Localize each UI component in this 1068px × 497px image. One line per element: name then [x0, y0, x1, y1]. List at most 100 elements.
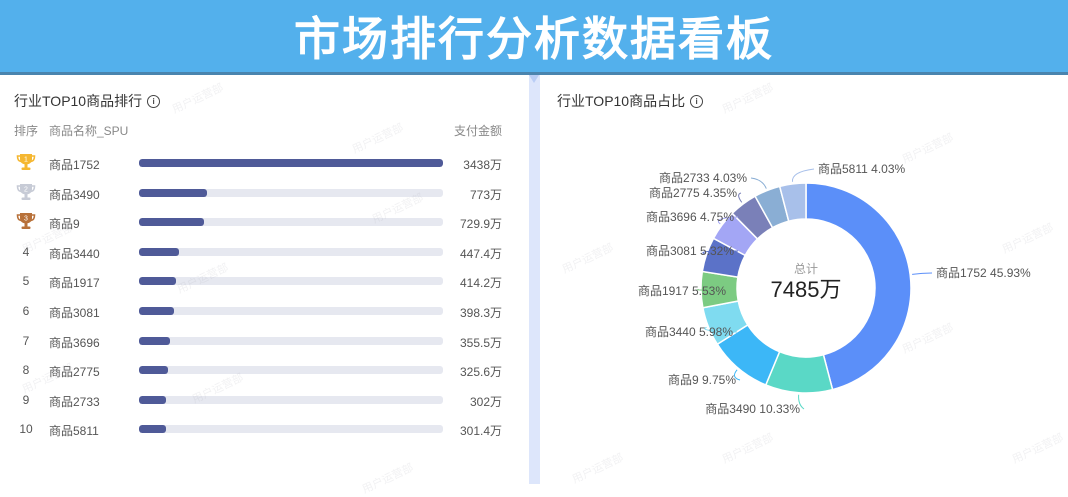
payment-amount: 398.3万	[459, 306, 502, 320]
ranking-row[interactable]: 8 商品2775 325.6万	[0, 361, 529, 381]
ranking-row[interactable]: 1 商品1752 3438万	[0, 154, 529, 174]
bronze-trophy-icon: 3	[16, 213, 36, 230]
donut-segment-label: 商品3440 5.98%	[645, 324, 733, 339]
dashboard-header: 市场排行分析数据看板	[0, 0, 1068, 75]
label-leader-line	[798, 394, 805, 410]
amount-bar-track	[139, 247, 443, 256]
payment-amount: 355.5万	[459, 335, 502, 350]
product-name: 商品3081	[49, 306, 100, 320]
amount-bar-track	[139, 366, 443, 375]
silver-trophy-icon: 2	[16, 183, 36, 200]
amount-bar-track	[139, 307, 443, 315]
rank-number: 7	[22, 333, 30, 348]
label-leader-line	[791, 168, 815, 182]
donut-center-label: 总计	[794, 262, 818, 276]
amount-bar-fill	[139, 159, 443, 167]
dashboard-title: 市场排行分析数据看板	[294, 12, 774, 66]
amount-bar-fill	[139, 218, 204, 227]
svg-text:2: 2	[24, 186, 28, 193]
label-leader-line	[738, 192, 743, 203]
payment-amount: 3438万	[463, 158, 502, 172]
share-title-text: 行业TOP10商品占比	[557, 93, 686, 109]
ranking-row[interactable]: 9 商品2733 302万	[0, 391, 529, 411]
amount-bar-fill	[139, 307, 175, 315]
label-leader-line	[702, 250, 739, 255]
amount-bar-track	[139, 336, 443, 345]
amount-bar-track	[139, 425, 443, 434]
column-header-name: 商品名称_SPU	[49, 124, 129, 138]
amount-bar-track	[139, 218, 443, 227]
payment-amount: 773万	[469, 187, 502, 202]
donut-segment-label: 商品3696 4.75%	[646, 209, 734, 224]
info-icon[interactable]: i	[147, 94, 161, 108]
ranking-row[interactable]: 5 商品1917 414.2万	[0, 272, 529, 292]
gold-trophy-icon: 1	[16, 154, 36, 170]
label-leader-line	[912, 272, 933, 275]
share-panel-title: 行业TOP10商品占比 i	[557, 91, 704, 111]
product-name: 商品9	[49, 217, 80, 232]
donut-segment-label: 商品9 9.75%	[668, 372, 736, 387]
amount-bar-fill	[139, 247, 179, 256]
amount-bar-fill	[139, 425, 166, 434]
donut-segment-label: 商品5811 4.03%	[818, 161, 905, 176]
ranking-row[interactable]: 2 商品3490 773万	[0, 183, 529, 204]
ranking-row[interactable]: 7 商品3696 355.5万	[0, 332, 529, 352]
column-header-rank: 排序	[14, 124, 39, 138]
rank-number: 6	[22, 304, 30, 318]
ranking-row[interactable]: 4 商品3440 447.4万	[0, 243, 529, 263]
amount-bar-fill	[139, 188, 208, 197]
amount-bar-fill	[139, 336, 171, 345]
amount-bar-track	[139, 159, 443, 167]
ranking-row[interactable]: 6 商品3081 398.3万	[0, 302, 529, 322]
donut-segment-label: 商品2775 4.35%	[649, 185, 737, 200]
payment-amount: 302万	[469, 394, 502, 409]
payment-amount: 447.4万	[459, 246, 502, 261]
donut-segment-label: 商品3081 5.32%	[646, 243, 734, 258]
donut-segment-label: 商品1917 5.53%	[638, 283, 726, 298]
top10-ranking-panel: 行业TOP10商品排行 i 排序 商品名称_SPU 支付金额 1 商品1752 …	[0, 75, 529, 484]
product-name: 商品3696	[49, 335, 100, 350]
product-name: 商品5811	[49, 424, 99, 439]
label-leader-line	[750, 177, 767, 189]
donut-chart: 商品1752 45.93% 商品3490 10.33% 商品9 9.75% 商品344…	[638, 161, 1031, 416]
donut-segment-label: 商品2733 4.03%	[659, 170, 747, 185]
payment-amount: 729.9万	[459, 217, 502, 232]
donut-center-value: 7485万	[771, 277, 842, 302]
label-leader-line	[696, 289, 731, 292]
label-leader-line	[733, 369, 741, 381]
ranking-title-text: 行业TOP10商品排行	[14, 93, 143, 109]
product-name: 商品2775	[49, 365, 100, 380]
amount-bar-track	[139, 188, 443, 197]
amount-bar-fill	[139, 395, 166, 404]
rank-number: 10	[19, 422, 33, 437]
rank-number: 8	[22, 363, 30, 378]
donut-segment[interactable]	[778, 182, 807, 223]
product-name: 商品1917	[49, 276, 100, 291]
product-name: 商品3440	[49, 246, 100, 261]
panel-divider	[529, 75, 540, 484]
rank-number: 4	[22, 244, 30, 259]
donut-segment[interactable]	[805, 182, 912, 391]
product-name: 商品1752	[49, 158, 100, 172]
amount-bar-fill	[139, 277, 176, 286]
top10-share-panel: 行业TOP10商品占比 i 商品1752 45.93% 商品3490 10.33%…	[540, 75, 1068, 484]
info-icon[interactable]: i	[690, 94, 704, 108]
product-name: 商品2733	[49, 394, 100, 409]
amount-bar-track	[139, 277, 443, 286]
rank-number: 9	[22, 392, 30, 407]
product-name: 商品3490	[49, 187, 100, 202]
ranking-row[interactable]: 10 商品5811 301.4万	[0, 420, 529, 440]
donut-segment-label: 商品1752 45.93%	[936, 265, 1031, 280]
label-leader-line	[704, 326, 738, 333]
donut-segment-label: 商品3490 10.33%	[705, 401, 800, 416]
label-leader-line	[717, 216, 739, 225]
ranking-panel-title: 行业TOP10商品排行 i	[14, 91, 161, 111]
svg-text:3: 3	[24, 216, 28, 223]
payment-amount: 414.2万	[459, 276, 502, 291]
amount-bar-fill	[139, 366, 168, 375]
column-header-amount: 支付金额	[453, 124, 502, 138]
svg-text:1: 1	[24, 157, 28, 164]
ranking-row[interactable]: 3 商品9 729.9万	[0, 213, 529, 233]
rank-number: 5	[22, 274, 30, 289]
payment-amount: 325.6万	[459, 365, 502, 380]
